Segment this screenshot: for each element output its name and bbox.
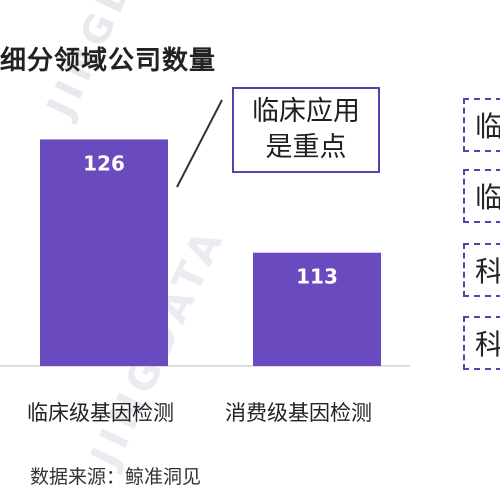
page-title: 细分领域公司数量 [0, 46, 217, 76]
side-box-3-text: 科 [475, 250, 500, 290]
callout-pointer-line [176, 99, 223, 188]
side-box-2-text: 临 [475, 176, 500, 216]
callout-line-1: 临床应用 [252, 96, 360, 127]
bar-1 [253, 252, 381, 366]
category-label-1: 消费级基因检测 [225, 401, 372, 425]
side-box-3: 科 [463, 243, 500, 297]
side-box-4: 科 [463, 316, 500, 370]
side-box-2: 临 [463, 169, 500, 223]
source-note: 数据来源：鲸准洞见 [30, 466, 202, 488]
bar-value-label-0: 126 [83, 151, 125, 175]
category-label-0: 临床级基因检测 [27, 401, 174, 425]
side-box-1: 临 [463, 98, 500, 152]
side-box-4-text: 科 [475, 323, 500, 363]
callout-line-2: 是重点 [265, 132, 347, 163]
bar-0 [40, 139, 168, 366]
callout-box: 临床应用 是重点 [232, 87, 380, 173]
bar-value-label-1: 113 [296, 265, 338, 289]
side-box-1-text: 临 [475, 105, 500, 145]
